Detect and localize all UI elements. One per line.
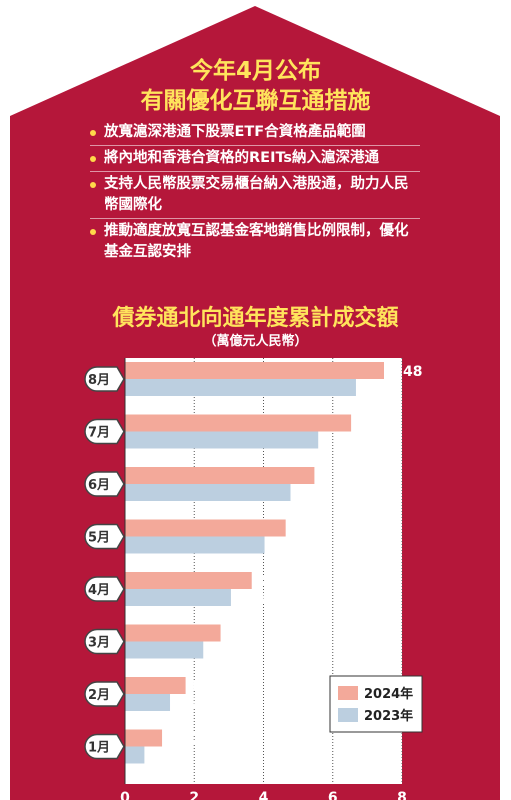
bar-2023年	[125, 431, 319, 449]
bullet-dot-icon	[90, 130, 96, 136]
data-label: 1.75	[190, 679, 225, 695]
category-label: 5月	[88, 531, 110, 546]
month-tag-icon	[84, 418, 125, 445]
month-tag-icon	[84, 681, 125, 707]
bullet-dot-icon	[90, 229, 96, 235]
category-label: 6月	[88, 478, 110, 493]
legend-swatch	[338, 686, 358, 700]
headline-line-1: 今年4月公布	[189, 58, 321, 84]
chart-title: 債券通北向通年度累計成交額	[112, 306, 399, 331]
x-tick-label: 4	[259, 790, 269, 800]
legend-label: 2023年	[364, 708, 413, 724]
category-label: 4月	[88, 583, 110, 598]
bullet-divider	[90, 218, 420, 219]
x-tick-label: 0	[120, 790, 130, 800]
bar-2023年	[125, 641, 204, 659]
month-tag-icon	[84, 733, 125, 760]
category-label: 3月	[88, 636, 110, 651]
bar-2024年	[125, 729, 163, 747]
data-label: 0.56	[148, 749, 183, 765]
bar-2024年	[125, 467, 315, 484]
measure-item: 將內地和香港合資格的REITs納入滬深港通	[90, 148, 420, 169]
bullet-dot-icon	[90, 156, 96, 162]
bar-2023年	[125, 589, 231, 606]
chart-unit: （萬億元人民幣）	[203, 334, 308, 349]
headline-line-2: 有關優化互聯互通措施	[140, 88, 371, 114]
measure-text: 放寬滬深港通下股票ETF合資格產品範圍	[104, 124, 366, 140]
category-label: 2月	[88, 688, 110, 703]
measure-item: 支持人民幣股票交易櫃台納入港股通，助力人民幣國際化	[90, 174, 420, 216]
bar-2023年	[125, 694, 171, 711]
data-label: 2.26	[207, 644, 242, 660]
bar-2023年	[125, 536, 265, 554]
bar-2024年	[125, 624, 221, 642]
measure-item: 放寬滬深港通下股票ETF合資格產品範圍	[90, 122, 420, 143]
data-label: 1.07	[166, 732, 201, 748]
x-tick-label: 8	[397, 790, 407, 800]
bar-2024年	[125, 519, 286, 537]
bullet-divider	[90, 145, 420, 146]
month-tag-icon	[84, 576, 125, 602]
legend-label: 2024年	[364, 686, 413, 702]
measure-text: 將內地和香港合資格的REITs納入滬深港通	[104, 150, 380, 166]
category-label: 1月	[88, 741, 110, 756]
legend-box	[329, 675, 423, 733]
data-label: 3.06	[235, 591, 270, 607]
data-label: 6.53	[355, 417, 390, 433]
measure-text: 推動適度放寬互認基金客地銷售比例限制，優化基金互認安排	[104, 223, 409, 260]
bar-2024年	[125, 414, 352, 432]
month-tag-icon	[84, 628, 125, 655]
bar-2023年	[125, 379, 356, 396]
bar-2023年	[125, 746, 145, 764]
data-label: 5.58	[322, 434, 357, 450]
month-tag-icon	[84, 471, 125, 497]
data-label: 5.47	[318, 469, 353, 485]
bar-2024年	[125, 677, 186, 694]
bar-2024年	[125, 572, 252, 589]
data-label: 6.67	[360, 381, 395, 397]
data-label: 4.03	[269, 539, 304, 555]
legend-swatch	[338, 708, 358, 722]
x-tick-label: 2	[189, 790, 199, 800]
x-tick-label: 6	[328, 790, 338, 800]
bullet-divider	[90, 171, 420, 172]
measure-item: 推動適度放寬互認基金客地銷售比例限制，優化基金互認安排	[90, 221, 420, 263]
data-label: 4.64	[290, 522, 325, 538]
data-label: 4.78	[295, 486, 330, 502]
measure-text: 支持人民幣股票交易櫃台納入港股通，助力人民幣國際化	[104, 176, 409, 213]
category-label: 8月	[88, 373, 110, 388]
month-tag-icon	[84, 523, 125, 550]
bar-2024年	[125, 362, 384, 379]
data-label: 2.76	[225, 627, 260, 643]
bullet-dot-icon	[90, 182, 96, 188]
data-label: 1.30	[174, 696, 209, 712]
measures-list: 放寬滬深港通下股票ETF合資格產品範圍 將內地和香港合資格的REITs納入滬深港…	[90, 122, 420, 268]
data-label: 3.66	[256, 574, 291, 590]
data-label: 7.48	[388, 364, 423, 380]
category-label: 7月	[88, 426, 110, 441]
bar-2023年	[125, 484, 291, 501]
month-tag-icon	[84, 366, 125, 392]
